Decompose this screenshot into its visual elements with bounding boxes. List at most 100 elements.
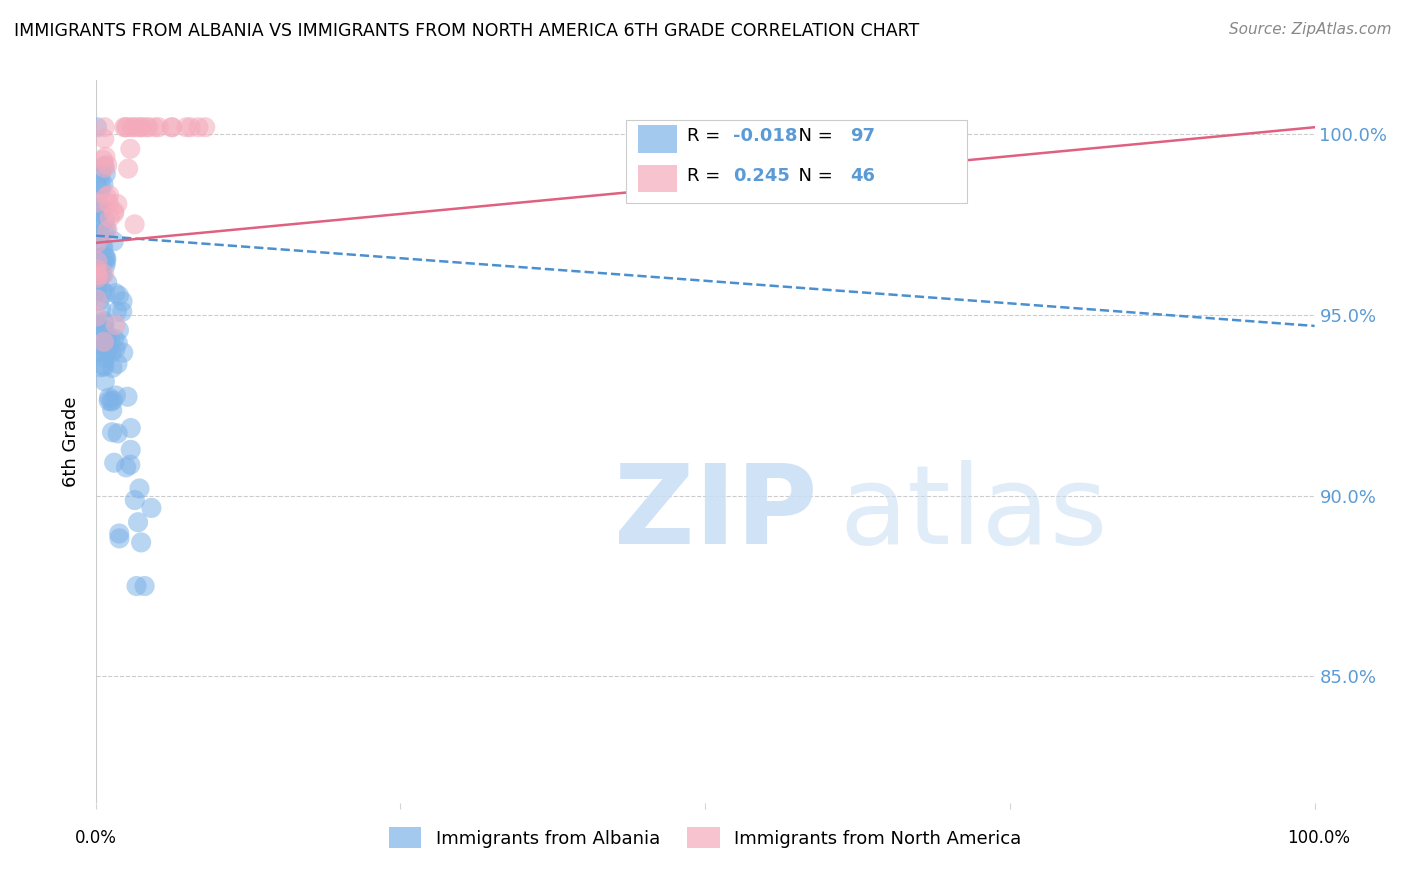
Point: [93, 314, 115, 328]
Point: [176, 120, 198, 135]
Point: [115, 460, 138, 475]
Point: [90, 345, 112, 359]
Point: [101, 360, 124, 375]
Point: [120, 421, 142, 435]
Point: [105, 304, 128, 318]
Point: [127, 120, 149, 135]
Point: [111, 294, 134, 309]
Point: [86, 284, 108, 298]
Point: [97, 196, 120, 211]
Point: [120, 458, 142, 472]
Text: IMMIGRANTS FROM ALBANIA VS IMMIGRANTS FROM NORTH AMERICA 6TH GRADE CORRELATION C: IMMIGRANTS FROM ALBANIA VS IMMIGRANTS FR…: [14, 22, 920, 40]
Point: [134, 579, 156, 593]
Point: [87, 178, 110, 193]
Point: [93, 132, 115, 146]
Text: N =: N =: [787, 127, 838, 145]
Point: [86, 195, 108, 210]
Point: [89, 269, 111, 284]
Point: [86, 262, 108, 277]
Point: [101, 345, 124, 359]
Point: [108, 323, 131, 337]
Point: [103, 206, 125, 220]
Text: 0.245: 0.245: [733, 168, 790, 186]
Point: [91, 252, 114, 267]
Point: [96, 189, 118, 203]
Point: [104, 343, 127, 357]
Point: [115, 120, 138, 135]
Point: [86, 120, 108, 135]
Point: [97, 393, 120, 408]
Point: [107, 357, 129, 371]
FancyBboxPatch shape: [626, 120, 967, 203]
Text: 46: 46: [851, 168, 875, 186]
Point: [86, 236, 108, 251]
Point: [135, 120, 157, 135]
Point: [93, 359, 115, 373]
Point: [94, 351, 117, 365]
Point: [104, 286, 127, 301]
Point: [179, 120, 201, 135]
Point: [160, 120, 183, 135]
Text: R =: R =: [686, 127, 725, 145]
Point: [101, 403, 124, 417]
Point: [90, 360, 112, 375]
Point: [89, 293, 111, 308]
Point: [94, 167, 117, 181]
Point: [94, 258, 117, 272]
Point: [89, 227, 111, 242]
Point: [96, 346, 118, 360]
Point: [94, 286, 117, 301]
Text: ZIP: ZIP: [613, 460, 817, 567]
Point: [90, 202, 112, 217]
Point: [107, 426, 129, 441]
Point: [87, 251, 110, 265]
Point: [100, 394, 122, 409]
Point: [86, 257, 108, 271]
Point: [103, 456, 125, 470]
Point: [94, 252, 117, 266]
Point: [141, 500, 163, 515]
Point: [93, 120, 115, 135]
Bar: [638, 125, 678, 153]
Point: [125, 579, 148, 593]
Point: [91, 239, 114, 253]
Point: [96, 276, 118, 290]
Point: [121, 120, 143, 135]
Point: [86, 270, 108, 285]
Point: [89, 221, 111, 235]
Point: [93, 359, 115, 374]
Point: [128, 482, 150, 496]
Point: [101, 425, 124, 440]
Point: [93, 334, 115, 349]
Point: [93, 248, 115, 262]
Point: [117, 161, 139, 176]
Point: [160, 120, 183, 135]
Point: [103, 204, 125, 219]
Point: [94, 254, 117, 268]
Point: [86, 275, 108, 289]
Point: [93, 339, 115, 353]
Point: [86, 310, 108, 324]
Point: [94, 375, 117, 389]
Point: [90, 302, 112, 317]
Point: [94, 150, 117, 164]
Point: [93, 267, 115, 281]
Point: [97, 342, 120, 356]
Point: [86, 320, 108, 334]
Point: [143, 120, 166, 135]
Point: [124, 493, 146, 508]
Text: N =: N =: [787, 168, 838, 186]
Point: [96, 222, 118, 236]
Point: [87, 268, 110, 282]
Point: [108, 288, 131, 302]
Point: [129, 535, 152, 549]
Legend: Immigrants from Albania, Immigrants from North America: Immigrants from Albania, Immigrants from…: [381, 820, 1029, 855]
Text: -0.018: -0.018: [733, 127, 797, 145]
Text: Source: ZipAtlas.com: Source: ZipAtlas.com: [1229, 22, 1392, 37]
Point: [117, 390, 139, 404]
Point: [112, 120, 135, 135]
Point: [108, 532, 131, 546]
Point: [98, 391, 121, 405]
Point: [107, 335, 129, 350]
Point: [93, 161, 115, 175]
